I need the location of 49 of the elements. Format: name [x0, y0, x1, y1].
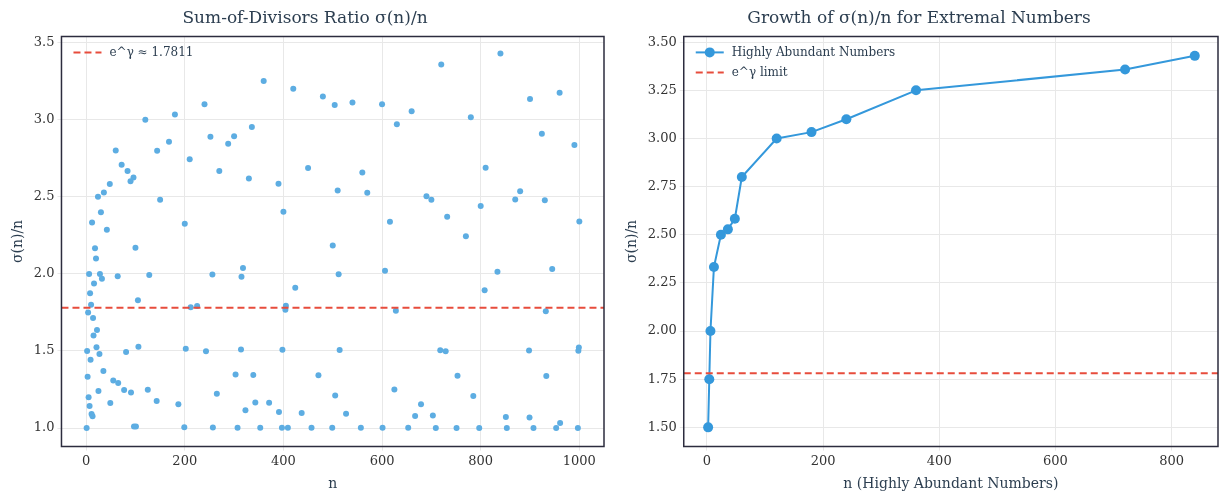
point: [704, 374, 715, 385]
x-tick-label: 800: [468, 452, 494, 468]
y-axis-title: σ(n)/n: [623, 219, 640, 264]
y-tick-label: 3.25: [647, 81, 677, 97]
point: [708, 261, 719, 272]
y-tick-label: 2.0: [33, 265, 55, 281]
x-tick-label: 200: [810, 452, 836, 468]
point: [736, 171, 747, 182]
x-axis-title: n: [328, 475, 338, 492]
x-tick-label: 1000: [562, 452, 596, 468]
x-tick-label: 0: [81, 452, 91, 468]
y-axis-title: σ(n)/n: [9, 219, 26, 264]
x-tick-label: 200: [172, 452, 198, 468]
y-tick-label: 1.5: [33, 342, 55, 358]
legend-label: e^γ ≈ 1.7811: [109, 44, 194, 59]
x-axis-title: n (Highly Abundant Numbers): [843, 475, 1059, 492]
y-tick-label: 3.5: [33, 33, 55, 49]
point: [1189, 50, 1200, 61]
point: [729, 213, 740, 224]
y-tick-label: 1.75: [647, 370, 677, 386]
y-tick-label: 1.0: [33, 419, 55, 435]
point: [911, 85, 922, 96]
y-tick-label: 2.5: [33, 188, 55, 204]
point: [771, 133, 782, 144]
legend-label: Highly Abundant Numbers: [731, 44, 896, 59]
y-tick-label: 2.75: [647, 177, 677, 193]
chart-title: Growth of σ(n)/n for Extremal Numbers: [747, 6, 1091, 27]
point: [841, 114, 852, 125]
point: [705, 326, 716, 337]
x-tick-label: 0: [702, 452, 712, 468]
y-tick-label: 1.50: [647, 418, 677, 434]
y-tick-label: 3.0: [33, 111, 55, 127]
x-tick-label: 400: [271, 452, 296, 468]
y-tick-label: 2.25: [647, 274, 677, 290]
chart-title: Sum-of-Divisors Ratio σ(n)/n: [182, 6, 428, 27]
legend-label: e^γ limit: [731, 64, 788, 79]
x-tick-label: 400: [926, 452, 952, 468]
point: [703, 422, 714, 433]
y-tick-label: 2.00: [647, 322, 677, 338]
y-tick-label: 3.50: [647, 33, 677, 49]
point: [806, 127, 817, 138]
y-tick-label: 2.50: [647, 226, 677, 242]
y-tick-label: 3.00: [647, 129, 677, 145]
point: [722, 224, 733, 235]
x-tick-label: 600: [369, 452, 395, 468]
point: [1120, 64, 1131, 75]
x-tick-label: 800: [1159, 452, 1184, 468]
x-tick-label: 600: [1042, 452, 1068, 468]
point: [715, 229, 726, 240]
